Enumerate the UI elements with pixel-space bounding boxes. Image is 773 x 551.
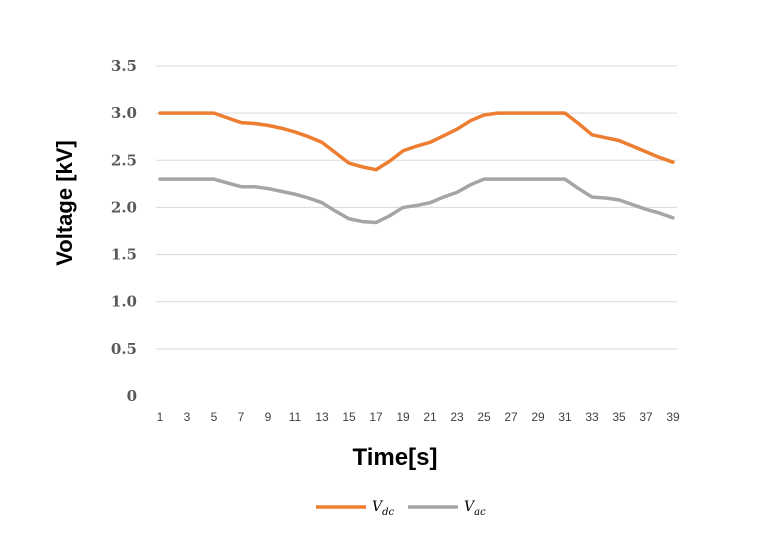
x-tick-label: 1 — [157, 410, 164, 424]
legend-label: Vdc — [372, 499, 395, 518]
x-tick-label: 5 — [211, 410, 218, 424]
y-axis-ticks: 0 0.5 1.0 1.5 2.0 2.5 3.0 3.5 — [111, 57, 137, 405]
y-axis-label: Voltage [kV] — [52, 140, 77, 266]
x-tick-label: 11 — [289, 410, 302, 424]
x-tick-label: 9 — [265, 410, 272, 424]
series-lines — [158, 111, 675, 225]
x-tick-label: 19 — [396, 410, 410, 424]
x-axis-label: Time[s] — [353, 444, 438, 471]
x-tick-label: 3 — [184, 410, 191, 424]
x-tick-label: 15 — [342, 410, 356, 424]
x-tick-label: 33 — [585, 410, 599, 424]
y-tick-label: 3.5 — [111, 57, 137, 75]
y-tick-label: 0 — [127, 387, 137, 405]
x-tick-label: 23 — [450, 410, 464, 424]
x-tick-label: 39 — [666, 410, 680, 424]
x-tick-label: 31 — [558, 410, 572, 424]
x-tick-label: 17 — [369, 410, 383, 424]
gridlines — [156, 65, 677, 350]
x-tick-label: 37 — [639, 410, 653, 424]
y-tick-label: 2.5 — [111, 151, 137, 169]
x-tick-label: 21 — [423, 410, 437, 424]
x-tick-label: 29 — [531, 410, 545, 424]
x-tick-label: 27 — [504, 410, 518, 424]
x-tick-label: 35 — [612, 410, 626, 424]
y-tick-label: 1.5 — [111, 246, 137, 264]
x-tick-label: 25 — [477, 410, 491, 424]
x-axis-ticks: 1 3 5 7 9 11 13 15 17 19 21 23 25 27 29 31 33 35 37 39 — [157, 410, 680, 424]
y-tick-label: 3.0 — [111, 104, 137, 122]
legend-label: Vac — [464, 499, 486, 518]
series-line-v-ac — [158, 177, 675, 225]
y-tick-label: 1.0 — [111, 293, 137, 311]
x-tick-label: 7 — [238, 410, 245, 424]
legend: Vdc Vac — [316, 499, 486, 518]
y-tick-label: 0.5 — [111, 340, 137, 358]
y-tick-label: 2.0 — [111, 198, 137, 216]
x-tick-label: 13 — [315, 410, 329, 424]
series-line-v-dc — [158, 111, 675, 172]
